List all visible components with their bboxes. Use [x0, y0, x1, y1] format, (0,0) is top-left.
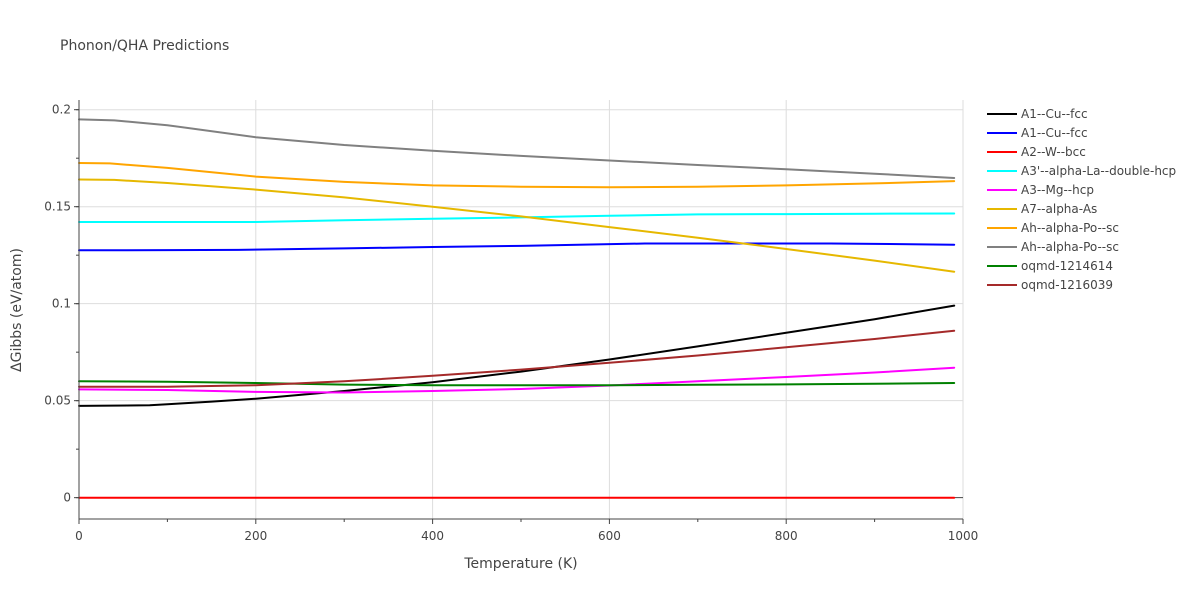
series-line-1 — [78, 304, 956, 407]
x-tick-label: 1000 — [948, 529, 979, 543]
grid — [79, 100, 964, 519]
x-tick-label: 600 — [598, 529, 621, 543]
x-tick-label: 400 — [421, 529, 444, 543]
plot-area — [78, 118, 956, 499]
x-axis-title: Temperature (K) — [463, 556, 577, 572]
y-axis-title: ΔGibbs (eV/atom) — [9, 248, 25, 372]
legend-entry-10[interactable]: oqmd-1216039 — [1021, 278, 1113, 292]
legend-entry-5[interactable]: A3--Mg--hcp — [1021, 183, 1094, 197]
axes: 0 200 400 600 800 1000 0 0.05 0.1 0.15 0.2 — [44, 100, 978, 543]
legend: A1--Cu--fcc A1--Cu--fcc A2--W--bcc A3'--alp… — [987, 107, 1176, 292]
series-line-8 — [78, 118, 956, 179]
legend-entry-6[interactable]: A7--alpha-As — [1021, 202, 1097, 216]
y-tick-label: 0.15 — [44, 200, 71, 214]
y-tick-label: 0.05 — [44, 394, 71, 408]
legend-entry-8[interactable]: Ah--alpha-Po--sc — [1021, 240, 1119, 254]
y-tick-label: 0.2 — [52, 103, 71, 117]
series-line-2 — [78, 242, 956, 252]
series-line-10 — [78, 329, 956, 388]
x-tick-label: 0 — [75, 529, 83, 543]
series-line-9 — [78, 380, 956, 387]
chart-title: Phonon/QHA Predictions — [60, 38, 229, 54]
x-tick-label: 800 — [775, 529, 798, 543]
legend-entry-4[interactable]: A3'--alpha-La--double-hcp — [1021, 164, 1176, 178]
series-line-5 — [78, 366, 956, 394]
legend-entry-2[interactable]: A1--Cu--fcc — [1021, 126, 1088, 140]
legend-entry-7[interactable]: Ah--alpha-Po--sc — [1021, 221, 1119, 235]
legend-entry-9[interactable]: oqmd-1214614 — [1021, 259, 1113, 273]
y-tick-label: 0 — [63, 491, 71, 505]
series-line-6 — [78, 178, 956, 273]
legend-entry-1[interactable]: A1--Cu--fcc — [1021, 107, 1088, 121]
legend-entry-3[interactable]: A2--W--bcc — [1021, 145, 1086, 159]
series-line-4 — [78, 212, 956, 223]
x-tick-label: 200 — [244, 529, 267, 543]
y-tick-label: 0.1 — [52, 297, 71, 311]
series-line-7 — [78, 162, 956, 189]
